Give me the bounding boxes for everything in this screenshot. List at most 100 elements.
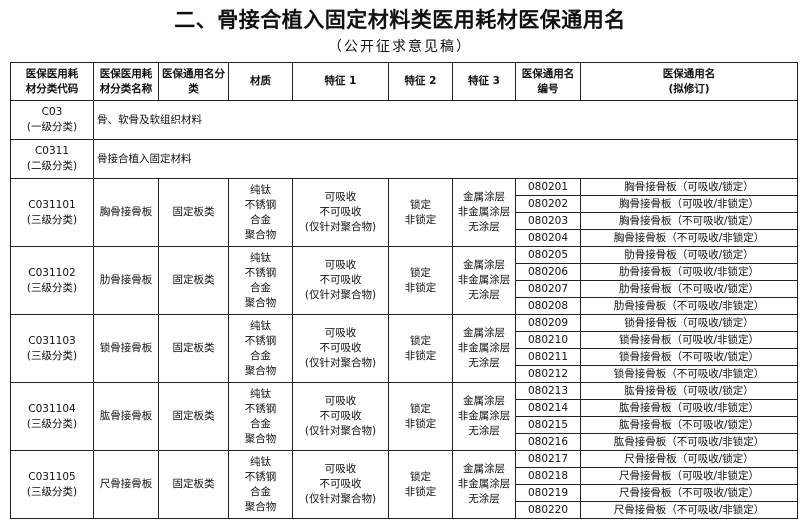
generic-name: 肋骨接骨板（可吸收/非锁定） xyxy=(580,263,798,281)
column-header: 医保通用名 编号 xyxy=(515,62,581,101)
category-name: 骨、软骨及软组织材料 xyxy=(93,100,798,140)
table-header-row: 医保医用耗 材分类代码 医保医用耗 材分类名称 医保通用名分 类材质 特征 1 特征 2… xyxy=(10,62,798,101)
table-row: 080203 胸骨接骨板（不可吸收/锁定） xyxy=(11,212,798,230)
generic-name: 肋骨接骨板（不可吸收/非锁定） xyxy=(580,297,798,315)
feature-3: 金属涂层 非金属涂层 无涂层 xyxy=(452,314,516,383)
generic-name: 胸骨接骨板（不可吸收/锁定） xyxy=(580,212,798,230)
generic-name: 肱骨接骨板（可吸收/锁定） xyxy=(580,382,798,400)
generic-name-code: 080204 xyxy=(515,229,581,247)
group-name: 肱骨接骨板 xyxy=(93,382,159,451)
category-name: 骨接合植入固定材料 xyxy=(93,139,798,179)
feature-2: 锁定 非锁定 xyxy=(388,246,453,315)
table-row: C031105 (三级分类) 尺骨接骨板 固定板类 纯钛 不锈钢 合金 聚合物 可吸收 … xyxy=(10,450,798,519)
material: 纯钛 不锈钢 合金 聚合物 xyxy=(228,450,293,519)
generic-name: 肱骨接骨板（不可吸收/锁定） xyxy=(580,416,798,434)
feature-1: 可吸收 不可吸收 (仅针对聚合物) xyxy=(292,450,389,519)
generic-name-code: 080215 xyxy=(515,416,581,434)
catalog-table: 医保医用耗 材分类代码 医保医用耗 材分类名称 医保通用名分 类材质 特征 1 特征 2… xyxy=(10,62,798,519)
category-code: C0311 (二级分类) xyxy=(10,139,94,179)
table-row: 080212 锁骨接骨板（不可吸收/非锁定） xyxy=(11,365,798,383)
feature-2: 锁定 非锁定 xyxy=(388,382,453,451)
column-header: 医保通用名 (拟修订) xyxy=(580,62,798,101)
generic-name: 锁骨接骨板（不可吸收/非锁定） xyxy=(580,365,798,383)
generic-name: 胸骨接骨板（可吸收/非锁定） xyxy=(580,195,798,213)
generic-name: 胸骨接骨板（不可吸收/非锁定） xyxy=(580,229,798,247)
column-header: 医保通用名分 类 xyxy=(158,62,229,101)
page-title: 二、骨接合植入固定材料类医用耗材医保通用名 xyxy=(174,7,626,32)
generic-name: 肱骨接骨板（可吸收/非锁定） xyxy=(580,399,798,417)
category-code: C03 (一级分类) xyxy=(10,100,94,140)
generic-name-code: 080211 xyxy=(515,348,581,366)
table-row: 080218 尺骨接骨板（可吸收/非锁定） xyxy=(11,467,798,485)
category-row: C03 (一级分类) 骨、软骨及软组织材料 xyxy=(10,100,798,140)
feature-2: 锁定 非锁定 xyxy=(388,178,453,247)
material: 纯钛 不锈钢 合金 聚合物 xyxy=(228,314,293,383)
table-row: C031104 (三级分类) 肱骨接骨板 固定板类 纯钛 不锈钢 合金 聚合物 可吸收 … xyxy=(10,382,798,451)
table-row: 080220 尺骨接骨板（不可吸收/非锁定） xyxy=(11,501,798,519)
generic-name-code: 080205 xyxy=(515,246,581,264)
generic-name-code: 080220 xyxy=(515,501,581,519)
group-code: C031101 (三级分类) xyxy=(10,178,94,247)
group-code: C031102 (三级分类) xyxy=(10,246,94,315)
group-code: C031103 (三级分类) xyxy=(10,314,94,383)
generic-name: 尺骨接骨板（不可吸收/非锁定） xyxy=(580,501,798,519)
table-row: 080204 胸骨接骨板（不可吸收/非锁定） xyxy=(11,229,798,247)
generic-name-code: 080209 xyxy=(515,314,581,332)
group-category: 固定板类 xyxy=(158,246,229,315)
feature-1: 可吸收 不可吸收 (仅针对聚合物) xyxy=(292,314,389,383)
generic-name: 锁骨接骨板（可吸收/非锁定） xyxy=(580,331,798,349)
column-header: 特征 1 xyxy=(292,62,389,101)
table-row: 080210 锁骨接骨板（可吸收/非锁定） xyxy=(11,331,798,349)
group-category: 固定板类 xyxy=(158,178,229,247)
generic-name-code: 080207 xyxy=(515,280,581,298)
column-header: 特征 2 xyxy=(388,62,453,101)
feature-2: 锁定 非锁定 xyxy=(388,314,453,383)
generic-name-code: 080201 xyxy=(515,178,581,196)
column-header: 材质 xyxy=(228,62,293,101)
feature-3: 金属涂层 非金属涂层 无涂层 xyxy=(452,246,516,315)
feature-2: 锁定 非锁定 xyxy=(388,450,453,519)
generic-name: 尺骨接骨板（不可吸收/锁定） xyxy=(580,484,798,502)
generic-name: 锁骨接骨板（不可吸收/锁定） xyxy=(580,348,798,366)
column-header: 医保医用耗 材分类名称 xyxy=(93,62,159,101)
category-row: C0311 (二级分类) 骨接合植入固定材料 xyxy=(10,139,798,179)
generic-name-code: 080203 xyxy=(515,212,581,230)
generic-name-code: 080216 xyxy=(515,433,581,451)
table-row: 080211 锁骨接骨板（不可吸收/锁定） xyxy=(11,348,798,366)
generic-name: 肋骨接骨板（不可吸收/锁定） xyxy=(580,280,798,298)
table-row: C031103 (三级分类) 锁骨接骨板 固定板类 纯钛 不锈钢 合金 聚合物 可吸收 … xyxy=(10,314,798,383)
generic-name: 胸骨接骨板（可吸收/锁定） xyxy=(580,178,798,196)
generic-name-code: 080202 xyxy=(515,195,581,213)
generic-name-code: 080217 xyxy=(515,450,581,468)
generic-name: 肱骨接骨板（不可吸收/非锁定） xyxy=(580,433,798,451)
material: 纯钛 不锈钢 合金 聚合物 xyxy=(228,382,293,451)
column-header: 医保医用耗 材分类代码 xyxy=(10,62,94,101)
generic-name: 尺骨接骨板（可吸收/非锁定） xyxy=(580,467,798,485)
feature-1: 可吸收 不可吸收 (仅针对聚合物) xyxy=(292,246,389,315)
generic-name: 锁骨接骨板（可吸收/锁定） xyxy=(580,314,798,332)
feature-1: 可吸收 不可吸收 (仅针对聚合物) xyxy=(292,382,389,451)
feature-3: 金属涂层 非金属涂层 无涂层 xyxy=(452,178,516,247)
group-code: C031104 (三级分类) xyxy=(10,382,94,451)
feature-3: 金属涂层 非金属涂层 无涂层 xyxy=(452,450,516,519)
group-name: 尺骨接骨板 xyxy=(93,450,159,519)
generic-name-code: 080213 xyxy=(515,382,581,400)
generic-name-code: 080206 xyxy=(515,263,581,281)
group-category: 固定板类 xyxy=(158,382,229,451)
generic-name-code: 080208 xyxy=(515,297,581,315)
feature-3: 金属涂层 非金属涂层 无涂层 xyxy=(452,382,516,451)
table-row: 080215 肱骨接骨板（不可吸收/锁定） xyxy=(11,416,798,434)
generic-name: 尺骨接骨板（可吸收/锁定） xyxy=(580,450,798,468)
material: 纯钛 不锈钢 合金 聚合物 xyxy=(228,246,293,315)
table-row: C031101 (三级分类) 胸骨接骨板 固定板类 纯钛 不锈钢 合金 聚合物 可吸收 … xyxy=(10,178,798,247)
generic-name-code: 080218 xyxy=(515,467,581,485)
generic-name-code: 080214 xyxy=(515,399,581,417)
generic-name: 肋骨接骨板（可吸收/锁定） xyxy=(580,246,798,264)
group-category: 固定板类 xyxy=(158,314,229,383)
table-row: C031102 (三级分类) 肋骨接骨板 固定板类 纯钛 不锈钢 合金 聚合物 可吸收 … xyxy=(10,246,798,315)
generic-name-code: 080212 xyxy=(515,365,581,383)
page-subtitle: （公开征求意见稿） xyxy=(328,39,472,55)
generic-name-code: 080210 xyxy=(515,331,581,349)
group-category: 固定板类 xyxy=(158,450,229,519)
column-header: 特征 3 xyxy=(452,62,516,101)
